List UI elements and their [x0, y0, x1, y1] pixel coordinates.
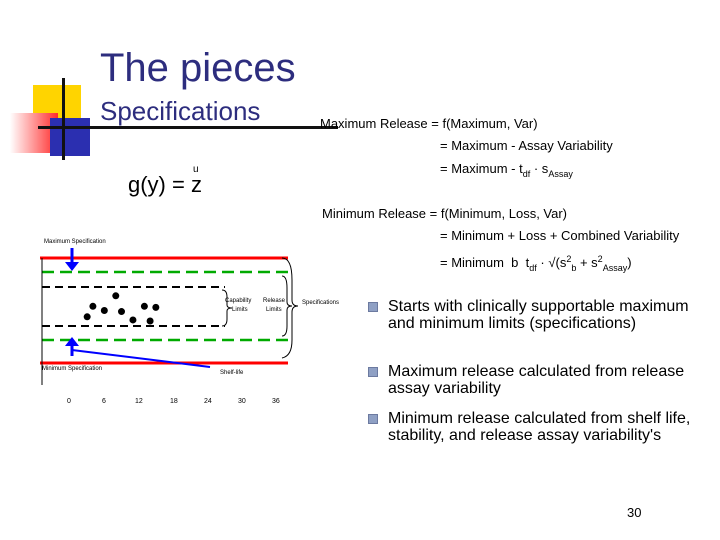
max-release-eq3-suffix: · s: [533, 161, 549, 176]
release-label-2: Limits: [266, 307, 282, 313]
data-point: [140, 302, 148, 310]
max-release-equation-2: = Maximum - Assay Variability: [440, 138, 613, 153]
data-point: [152, 303, 160, 311]
shelf-life-label: Shelf-life: [220, 370, 244, 376]
specifications-label: Specifications: [302, 300, 340, 306]
bullet-square-icon: [368, 302, 378, 312]
max-release-eq3-prefix: = Maximum - t: [440, 161, 523, 176]
degradation-line: [71, 349, 211, 368]
slide-title: The pieces: [100, 46, 296, 90]
decorative-blue-square: [50, 118, 90, 156]
min-release-equation-2: = Minimum + Loss + Combined Variability: [440, 228, 680, 243]
min-release-eq3-sub-b: b: [571, 263, 577, 273]
gy-hat-symbol: u: [193, 164, 199, 175]
decorative-horizontal-line: [38, 126, 338, 129]
min-release-eq3-sub-assay: Assay: [602, 263, 628, 273]
capability-label-2: Limits: [232, 307, 248, 313]
page-number: 30: [627, 505, 642, 520]
data-point: [112, 292, 120, 300]
max-release-equation-3: = Maximum - tdf · sAssay: [440, 161, 573, 179]
min-release-eq3-t: t: [525, 255, 530, 270]
max-release-eq3-sub-df: df: [522, 169, 531, 179]
data-point: [89, 302, 97, 310]
x-tick-label: 6: [102, 398, 106, 405]
data-point: [83, 313, 91, 321]
data-point: [118, 308, 125, 316]
release-bracket: [281, 275, 293, 337]
min-release-equation-1: Minimum Release = f(Minimum, Loss, Var): [322, 206, 568, 221]
bullet-square-icon: [368, 367, 378, 377]
data-points: [83, 292, 160, 325]
bullet-text: Maximum release calculated from release …: [388, 363, 685, 397]
capability-label-1: Capability: [225, 298, 252, 304]
min-release-eq3-s1: s: [559, 255, 567, 270]
min-release-eq3-s2: s: [591, 255, 598, 270]
bullet-text: Minimum release calculated from shelf li…: [388, 410, 691, 444]
release-label-1: Release: [263, 298, 286, 304]
x-tick-label: 0: [67, 398, 71, 405]
slide-subtitle: Specifications: [100, 96, 261, 126]
max-arrow-icon: [65, 262, 79, 271]
data-point: [100, 307, 108, 314]
max-spec-label: Maximum Specification: [44, 239, 106, 245]
bullet-text: Starts with clinically supportable maxim…: [388, 298, 689, 332]
min-release-eq3-sup-2: 2: [566, 254, 572, 264]
bullet-square-icon: [368, 414, 378, 424]
x-tick-label: 12: [135, 398, 143, 405]
min-release-eq3-b: b: [511, 255, 519, 270]
min-arrow-icon: [65, 337, 79, 346]
gy-equation: g(y) = z: [128, 172, 202, 197]
x-tick-label: 30: [238, 398, 246, 405]
max-release-eq3-sub-assay: Assay: [548, 169, 573, 179]
min-spec-label: Minimum Specification: [42, 366, 103, 372]
data-point: [129, 316, 137, 324]
x-tick-label: 36: [272, 398, 280, 405]
x-tick-label: 24: [204, 398, 212, 405]
data-point: [146, 317, 154, 325]
decorative-vertical-line: [62, 78, 65, 160]
capability-bracket: [221, 289, 233, 327]
min-release-eq3-sup-2b: 2: [597, 254, 603, 264]
x-tick-label: 18: [170, 398, 178, 405]
max-release-equation-1: Maximum Release = f(Maximum, Var): [320, 116, 538, 131]
min-release-eq3-sub-df: df: [529, 263, 537, 273]
specifications-bracket: [281, 257, 299, 359]
min-release-eq3-prefix: = Minimum: [440, 255, 504, 270]
specification-chart: [40, 248, 299, 385]
min-release-equation-3: = Minimum b tdf · √(s2b + s2Assay): [440, 254, 632, 273]
